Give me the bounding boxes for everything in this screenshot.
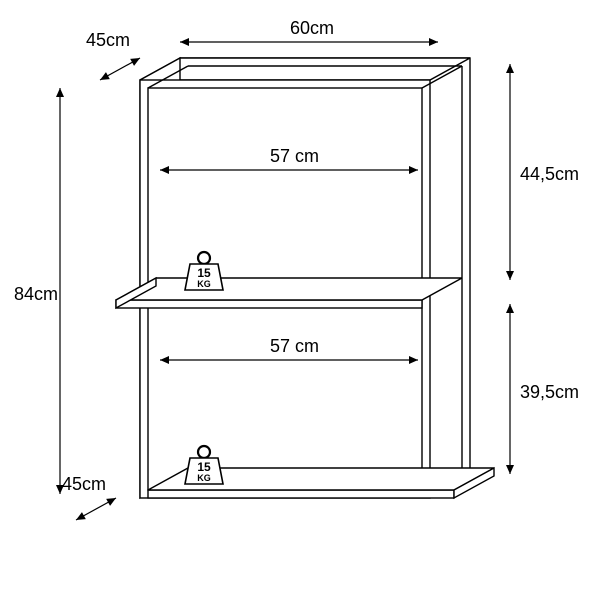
- dimension-label: 60cm: [290, 18, 334, 38]
- dimension-label: 44,5cm: [520, 164, 579, 184]
- dimension-label: 39,5cm: [520, 382, 579, 402]
- shelf-diagram: [116, 58, 494, 498]
- weight-unit: KG: [197, 279, 211, 289]
- dimension-label: 45cm: [62, 474, 106, 494]
- weight-value: 15: [197, 266, 211, 280]
- dimension-label: 84cm: [14, 284, 58, 304]
- weight-value: 15: [197, 460, 211, 474]
- weight-unit: KG: [197, 473, 211, 483]
- dimension-label: 57 cm: [270, 146, 319, 166]
- dimension-label: 57 cm: [270, 336, 319, 356]
- dimension-label: 45cm: [86, 30, 130, 50]
